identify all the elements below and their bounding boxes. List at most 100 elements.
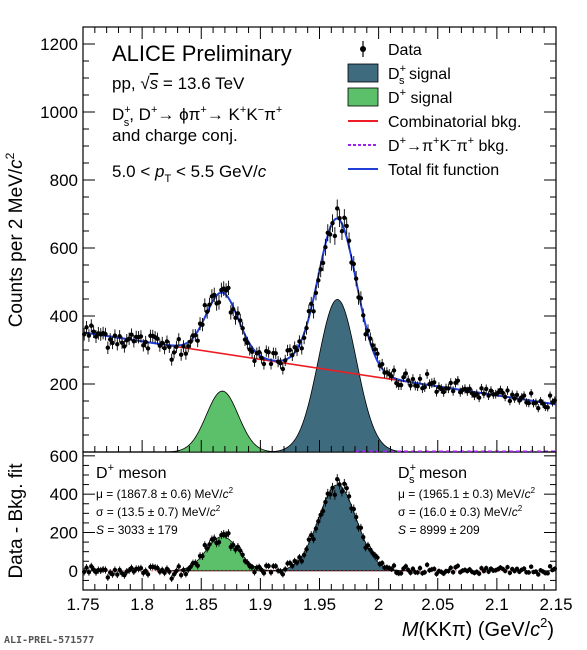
- data-point: [235, 311, 241, 316]
- data-point: [304, 325, 309, 331]
- ds-signal-area: [261, 299, 414, 453]
- data-point: [417, 376, 423, 382]
- data-point: [240, 325, 245, 331]
- data-point: [216, 300, 222, 305]
- data-point: [545, 405, 550, 410]
- residual-point: [403, 564, 409, 569]
- residual-point: [502, 568, 508, 574]
- residual-point: [339, 489, 345, 494]
- data-point: [486, 393, 491, 398]
- data-point: [299, 346, 304, 351]
- data-point: [256, 349, 262, 355]
- residual-point: [323, 499, 328, 505]
- legend-label: D+ s signal: [388, 63, 451, 87]
- residual-point: [422, 570, 427, 575]
- legend-entry: Data: [360, 41, 422, 59]
- legend-label: Data: [388, 42, 422, 59]
- residual-point: [318, 512, 323, 518]
- residual-point: [455, 563, 461, 569]
- data-point: [259, 355, 264, 361]
- residual-point: [89, 564, 94, 569]
- data-point: [422, 384, 427, 390]
- data-point: [230, 307, 236, 312]
- residual-point: [266, 563, 271, 569]
- data-point: [536, 405, 541, 411]
- data-point: [330, 220, 335, 226]
- data-point: [238, 318, 243, 323]
- data-point: [181, 344, 186, 349]
- residual-point: [545, 571, 550, 576]
- data-point: [141, 343, 146, 348]
- residual-point: [424, 562, 430, 567]
- upper-data-points: [81, 199, 558, 413]
- legend-label: Combinatorial bkg.: [388, 114, 521, 131]
- residual-point: [415, 570, 420, 575]
- residual-point: [379, 560, 385, 566]
- residual-point: [207, 542, 212, 547]
- residual-point: [280, 572, 286, 577]
- upper-signal-fills: [158, 299, 414, 453]
- residual-point: [375, 555, 380, 560]
- x-tick-label: 1.8: [130, 595, 154, 614]
- data-point: [547, 393, 553, 398]
- residual-point: [299, 558, 304, 564]
- data-point: [167, 344, 172, 350]
- data-point: [115, 342, 120, 347]
- data-point: [441, 389, 446, 395]
- residual-point: [176, 564, 181, 569]
- data-point: [446, 386, 451, 391]
- residual-point: [181, 567, 186, 573]
- data-point: [171, 350, 177, 355]
- data-point: [261, 361, 267, 367]
- residual-point: [481, 568, 487, 574]
- x-axis-title: M(KKπ) (GeV/c2): [402, 615, 554, 641]
- residual-point: [112, 567, 118, 573]
- y-tick-label-upper: 800: [50, 171, 78, 190]
- data-point: [389, 374, 394, 379]
- residual-point: [283, 567, 288, 572]
- residual-point: [309, 532, 314, 538]
- ds-mu: μ = (1965.1 ± 0.3) MeV/c2: [398, 486, 536, 501]
- data-point: [408, 383, 413, 388]
- residual-point: [316, 519, 321, 524]
- residual-point: [389, 566, 394, 572]
- data-point: [226, 285, 231, 291]
- residual-point: [81, 569, 87, 575]
- residual-point: [183, 571, 189, 577]
- residual-point: [261, 570, 267, 576]
- data-point: [89, 323, 94, 328]
- residual-point: [353, 514, 359, 520]
- data-point: [86, 333, 92, 338]
- residual-point: [547, 564, 553, 569]
- residual-point: [368, 547, 373, 552]
- residual-point: [311, 536, 316, 542]
- data-point: [103, 331, 108, 337]
- x-tick-label: 2.1: [485, 595, 509, 614]
- data-point: [415, 384, 420, 389]
- data-point: [342, 215, 347, 221]
- data-point: [297, 339, 302, 344]
- x-tick-label: 2.05: [421, 595, 454, 614]
- x-tick-label: 2.15: [539, 595, 572, 614]
- data-point: [160, 340, 165, 346]
- data-point: [339, 229, 345, 234]
- data-point: [327, 232, 333, 237]
- residual-point: [235, 544, 241, 549]
- axis-ticks: 1.75 1.8 1.85 1.9 1.95 2 2.05 2.1 2.15 200 400 600 8…: [40, 26, 573, 614]
- data-point: [372, 347, 378, 352]
- data-point: [228, 310, 234, 315]
- residual-point: [278, 569, 283, 574]
- data-point: [526, 400, 532, 406]
- ds-fit-results: D+ s meson μ = (1965.1 ± 0.3) MeV/c2 σ = …: [398, 462, 536, 537]
- data-point: [320, 260, 326, 266]
- data-point: [479, 386, 484, 391]
- data-point: [155, 336, 160, 341]
- legend-label: D+→π+K−π+ bkg.: [388, 135, 509, 155]
- legend-entry: D+ signal: [347, 87, 452, 107]
- residual-point: [252, 570, 257, 575]
- data-point: [512, 396, 517, 401]
- residual-point: [294, 560, 300, 565]
- residual-point: [105, 575, 111, 580]
- residual-point: [365, 543, 371, 548]
- residual-point: [162, 570, 167, 575]
